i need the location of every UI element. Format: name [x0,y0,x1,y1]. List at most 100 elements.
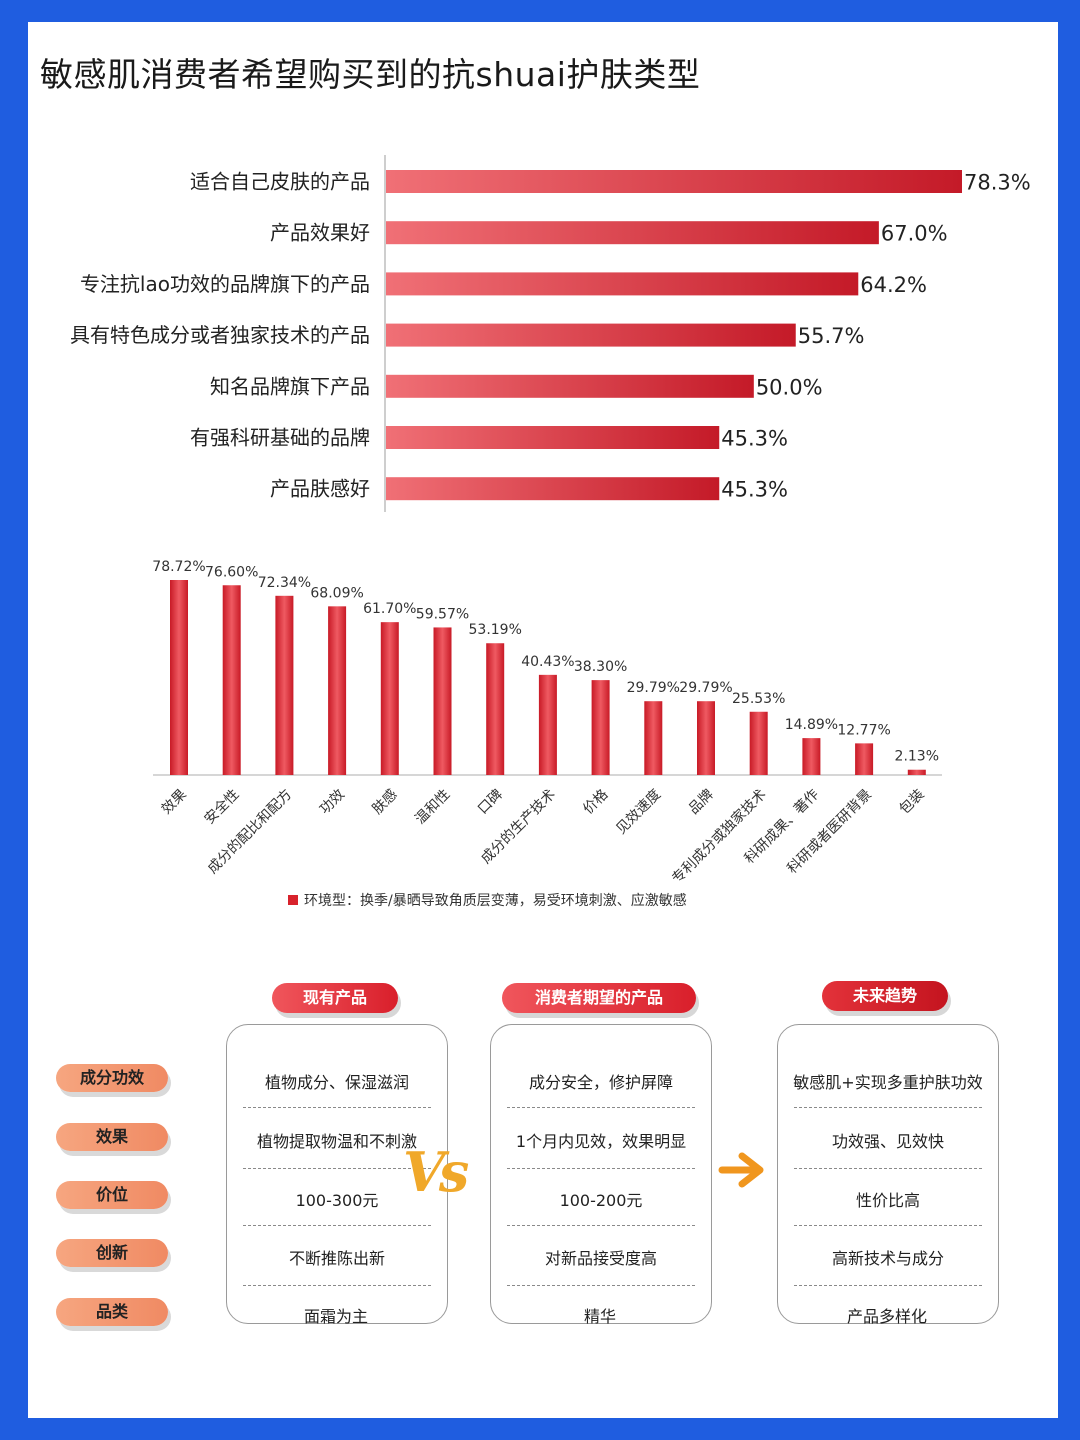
value-label: 45.3% [721,427,788,451]
value-label: 64.2% [860,273,927,297]
existing-innovation: 不断推陈出新 [288,1249,385,1268]
category-label: 专注抗lao功效的品牌旗下的产品 [80,272,370,296]
bar [386,374,754,398]
existing-price: 100-300元 [295,1191,379,1210]
category-label: 包装 [897,787,928,818]
bar [222,585,241,775]
value-label: 78.72% [152,559,205,575]
bar [386,426,720,449]
value-label: 38.30% [574,659,627,675]
value-label: 29.79% [679,680,732,696]
category-label: 产品肤感好 [270,477,370,501]
category-label: 专利成分或独家技术 [668,786,769,887]
horizontal-bar-chart: 适合自己皮肤的产品 78.3% 产品效果好 67.0% 专注抗lao功效的品牌旗下的产品… [70,155,1031,512]
value-label: 53.19% [469,622,522,638]
future-category-text: 产品多样化 [846,1307,927,1326]
divider [507,1168,695,1169]
expected-products-box: 成分安全，修护屏障 1个月内见效，效果明显 100-200元 对新品接受度高 [490,1024,712,1324]
future-price: 性价比高 [855,1191,920,1210]
legend-label: 环境型：换季/暴晒导致角质层变薄，易受环境刺激、应激敏感 [304,893,687,909]
category-label: 效果 [159,787,190,818]
category-label: 口碑 [475,787,506,818]
category-label: 适合自己皮肤的产品 [190,170,370,194]
category-label: 知名品牌旗下产品 [210,374,370,398]
row-label-category: 品类 [56,1298,168,1326]
expected-innovation: 对新品接受度高 [544,1249,657,1268]
category-label: 安全性 [201,786,243,828]
row-label-price: 价位 [56,1181,168,1209]
divider [507,1107,695,1108]
value-label: 72.34% [258,575,311,591]
existing-category-text: 面霜为主 [303,1307,368,1326]
divider [794,1285,982,1286]
bar [749,711,768,775]
row-label-ingredients: 成分功效 [56,1064,168,1092]
chart-legend: 环境型：换季/暴晒导致角质层变薄，易受环境刺激、应激敏感 [288,890,687,910]
bar [386,477,720,501]
future-trend-box: 敏感肌+实现多重护肤功效 功效强、见效快 性价比高 高新技术与成分 [777,1024,999,1324]
value-label: 14.89% [785,717,838,733]
category-label: 温和性 [412,787,453,828]
bar [802,738,821,775]
value-label: 2.13% [895,749,939,765]
bar [907,769,926,775]
future-effect: 功效强、见效快 [831,1132,944,1151]
future-innovation: 高新技术与成分 [831,1249,944,1268]
divider [507,1225,695,1226]
divider [243,1107,431,1108]
legend-swatch [288,895,298,905]
value-label: 45.3% [721,478,788,502]
category-label: 见效速度 [613,787,664,838]
category-label: 产品效果好 [270,221,370,245]
row-label-innovation: 创新 [56,1239,168,1267]
value-label: 50.0% [756,375,823,399]
value-label: 76.60% [205,564,258,580]
bar [386,323,796,347]
value-label: 55.7% [798,324,865,348]
value-label: 25.53% [732,691,785,707]
bar [538,674,557,775]
header-future-trend: 未来趋势 [822,981,948,1011]
vs-label: Vs [403,1140,469,1204]
bar [855,743,874,775]
bar [386,272,859,296]
header-expected-products: 消费者期望的产品 [502,983,696,1013]
category-label: 品牌 [685,786,717,818]
bar [644,701,663,775]
value-label: 78.3% [964,171,1031,195]
vertical-bar-chart: 78.72%效果76.60%安全性72.34%成分的配比和配方68.09%功效6… [152,559,942,887]
expected-effect: 1个月内见效，效果明显 [515,1132,687,1151]
divider [794,1225,982,1226]
row-label-effect: 效果 [56,1123,168,1151]
divider [794,1107,982,1108]
value-label: 12.77% [837,722,890,738]
expected-category-text: 精华 [583,1307,616,1326]
header-existing-products: 现有产品 [272,983,398,1013]
divider [794,1168,982,1169]
bar [170,580,188,775]
existing-ingredients: 植物成分、保湿滋润 [264,1073,409,1092]
arrow-right-icon [718,1152,764,1188]
category-label: 有强科研基础的品牌 [190,426,370,450]
divider [243,1225,431,1226]
bar [697,701,715,775]
value-label: 59.57% [416,606,469,622]
value-label: 40.43% [521,654,574,670]
category-label: 具有特色成分或者独家技术的产品 [70,323,370,347]
value-label: 67.0% [881,222,948,246]
value-label: 68.09% [310,585,363,601]
bar [386,170,962,193]
divider [243,1285,431,1286]
expected-ingredients: 成分安全，修护屏障 [528,1073,673,1092]
bar [386,221,879,245]
bar [380,622,399,775]
bar [433,627,452,775]
category-label: 价格 [580,787,611,818]
future-ingredients: 敏感肌+实现多重护肤功效 [793,1073,983,1092]
existing-effect: 植物提取物温和不刺激 [256,1132,417,1151]
existing-products-box: 植物成分、保湿滋润 植物提取物温和不刺激 100-300元 不断推陈出新 面霜为… [226,1024,448,1324]
bar [591,680,610,775]
category-label: 肤感 [369,786,401,818]
bar [486,643,505,775]
divider [243,1168,431,1169]
